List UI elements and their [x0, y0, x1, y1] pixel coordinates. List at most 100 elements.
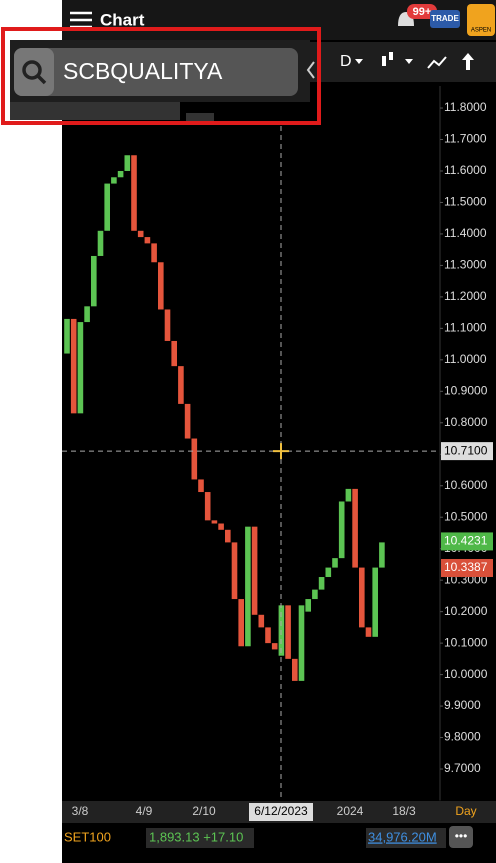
- bar: [332, 558, 338, 568]
- bar: [117, 170, 124, 178]
- y-tick-label: 11.3000: [444, 258, 487, 272]
- bar: [191, 438, 198, 480]
- bar: [245, 526, 251, 647]
- search-icon-bg: [14, 48, 54, 96]
- more-button[interactable]: [449, 826, 473, 848]
- x-tick-label: 2/10: [192, 804, 216, 818]
- bar: [131, 155, 137, 231]
- index-value: 1,893.13 +17.10: [149, 829, 243, 844]
- bar: [124, 155, 131, 171]
- bar: [352, 488, 358, 568]
- bar: [345, 488, 352, 502]
- bar: [211, 520, 218, 524]
- bar: [137, 230, 144, 238]
- y-tick-label: 9.7000: [444, 761, 481, 775]
- index-box: [146, 828, 254, 848]
- bar: [225, 529, 231, 543]
- y-tick-label: 10.5000: [444, 509, 488, 523]
- scroll-left[interactable]: [306, 61, 315, 79]
- price-marker: [441, 558, 493, 577]
- price-marker-label: 10.3387: [444, 560, 488, 574]
- dropdown-icon: [355, 59, 363, 64]
- bar: [359, 567, 365, 628]
- bar: [325, 567, 332, 578]
- y-tick-label: 11.8000: [444, 100, 487, 114]
- bar: [97, 230, 104, 256]
- chart-type-icon[interactable]: [382, 52, 413, 66]
- header-title: Chart: [100, 10, 145, 29]
- crosshair-label: 10.7100: [444, 443, 488, 457]
- x-tick-label: 4/9: [136, 804, 153, 818]
- bar: [144, 237, 151, 244]
- bar: [231, 542, 238, 600]
- bar: [251, 526, 258, 615]
- bar: [204, 492, 211, 521]
- bar: [84, 306, 90, 323]
- bar: [77, 322, 84, 414]
- volume: 34,976.20M: [368, 829, 437, 844]
- share-icon[interactable]: [462, 53, 474, 70]
- bar: [178, 366, 184, 404]
- y-tick-label: 10.1000: [444, 635, 488, 649]
- price-marker: [441, 532, 493, 551]
- trade-text: TRADE: [431, 14, 459, 23]
- bar: [104, 183, 110, 231]
- y-tick-label: 11.7000: [444, 132, 487, 146]
- badge-text: 99+: [413, 6, 432, 18]
- bar: [305, 599, 311, 612]
- bar: [111, 177, 117, 184]
- volume-box: [366, 828, 446, 848]
- x-tick-label: Day: [455, 804, 476, 818]
- y-tick-label: 9.9000: [444, 698, 481, 712]
- y-tick-label: 10.8000: [444, 415, 488, 429]
- price-marker-label: 10.4231: [444, 534, 488, 548]
- index-name: SET100: [64, 829, 111, 844]
- tab-stub: [186, 113, 214, 123]
- y-tick-label: 11.1000: [444, 321, 487, 335]
- y-tick-label: 11.0000: [444, 352, 487, 366]
- y-tick-label: 11.4000: [444, 226, 487, 240]
- x-tick-label: 6/12/2023: [254, 804, 308, 818]
- y-tick-label: 10.0000: [444, 667, 488, 681]
- aspen-button[interactable]: [467, 4, 495, 36]
- y-tick-label: 11.5000: [444, 195, 487, 209]
- y-tick-label: 9.8000: [444, 730, 481, 744]
- crosshair-box: [441, 442, 493, 461]
- y-tick-label: 10.6000: [444, 478, 488, 492]
- bar: [292, 658, 298, 681]
- bar: [365, 627, 372, 637]
- interval[interactable]: D: [340, 53, 352, 70]
- y-tick-label: 11.6000: [444, 163, 487, 177]
- bar: [64, 318, 70, 354]
- bar: [265, 627, 271, 644]
- bar: [91, 255, 97, 307]
- search-box[interactable]: [14, 48, 298, 96]
- bar: [70, 318, 77, 414]
- y-tick-label: 10.2000: [444, 604, 488, 618]
- highlight-box: [1, 27, 321, 125]
- bar: [298, 605, 305, 681]
- bar: [271, 643, 278, 650]
- y-tick-label: 11.2000: [444, 289, 487, 303]
- trade-button[interactable]: [430, 10, 460, 28]
- aspen-text: ASPEN: [471, 28, 491, 34]
- bar: [198, 479, 204, 493]
- x-label-highlight: [249, 803, 313, 821]
- x-tick-label: 3/8: [72, 804, 89, 818]
- bar: [218, 523, 224, 530]
- bar: [285, 605, 291, 659]
- left-margin: [0, 0, 62, 863]
- bar: [372, 567, 378, 637]
- bar: [151, 243, 157, 263]
- bar: [312, 589, 318, 600]
- search-query[interactable]: SCBQUALITYA: [63, 58, 223, 84]
- tab-strip: [10, 100, 180, 120]
- bar: [318, 577, 325, 590]
- y-tick-label: 10.9000: [444, 383, 488, 397]
- bar: [184, 403, 191, 439]
- bar: [158, 262, 164, 310]
- indicator-icon[interactable]: [427, 56, 447, 69]
- bar: [164, 309, 171, 341]
- plot-bg: [62, 86, 496, 801]
